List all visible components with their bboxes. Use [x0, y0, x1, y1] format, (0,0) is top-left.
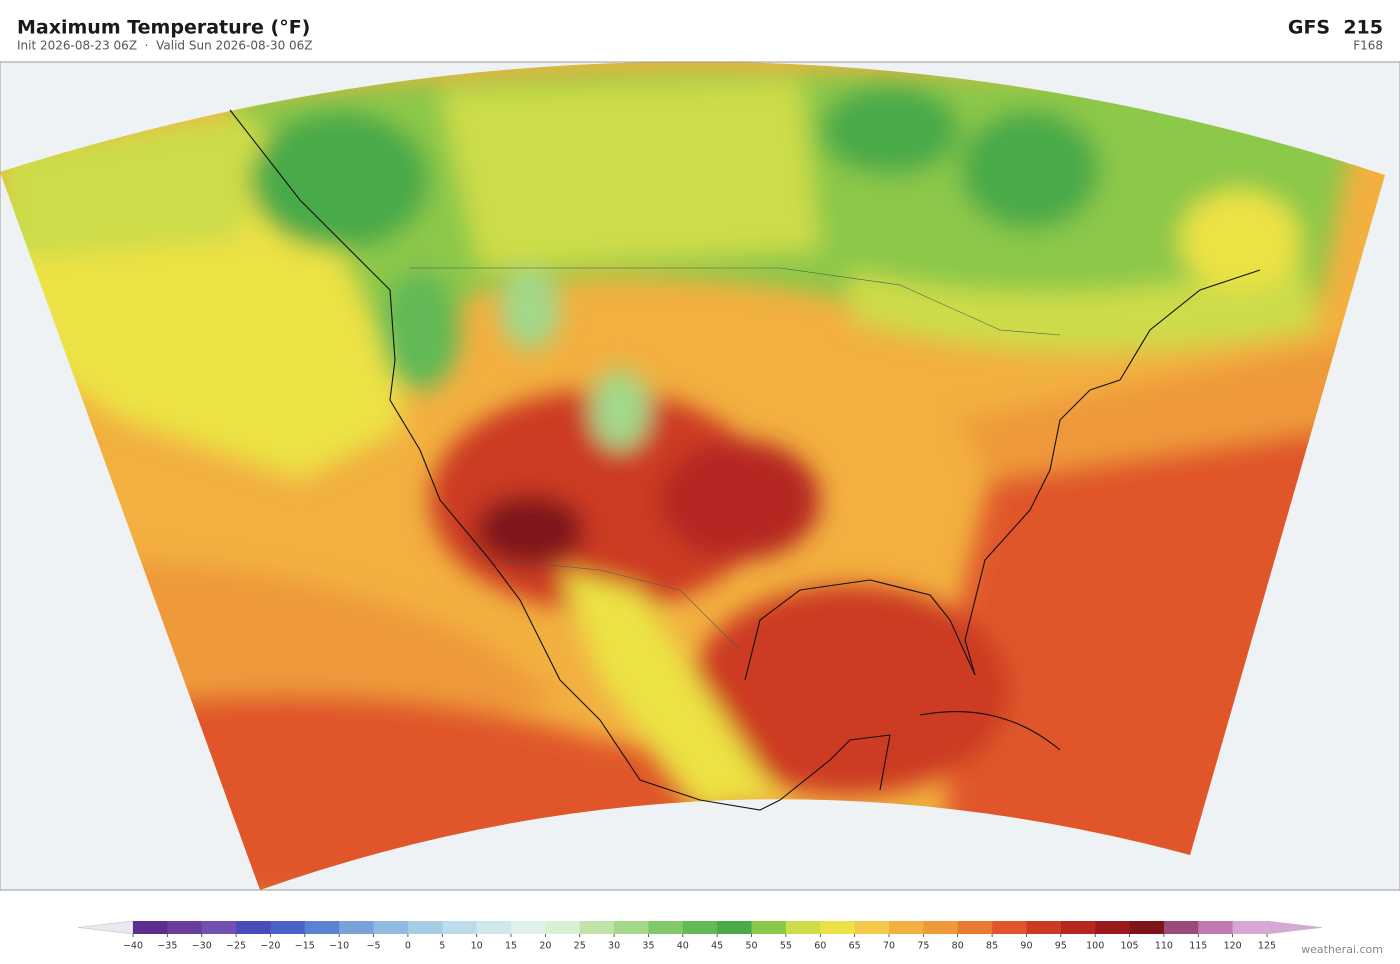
colorbar-over [1266, 920, 1323, 935]
colorbar-tick-label: 75 [917, 941, 929, 952]
colorbar-tick-label: 105 [1120, 941, 1138, 952]
colorbar-segment [648, 921, 684, 934]
colorbar-tick-label: −30 [192, 941, 212, 952]
colorbar-tick-label: −40 [123, 941, 143, 952]
colorbar-tick-label: 80 [952, 941, 964, 952]
colorbar-segment [957, 921, 993, 934]
colorbar-segment [236, 921, 271, 934]
borders [410, 267, 1061, 651]
colorbar-segment [545, 921, 581, 934]
colorbar-segment [270, 921, 306, 934]
map [0, 62, 1400, 890]
colorbar-segment [682, 921, 718, 934]
colorbar-tick-label: 35 [642, 941, 654, 952]
colorbar-segment [304, 921, 340, 934]
colorbar-tick-label: 20 [539, 941, 551, 952]
coastlines [229, 109, 1261, 811]
colorbar-segment [1232, 921, 1268, 934]
colorbar-tick-label: 40 [677, 941, 689, 952]
colorbar-segment [820, 921, 855, 934]
colorbar-segment [785, 921, 821, 934]
colorbar-segment [511, 921, 546, 934]
colorbar-tick-label: −20 [260, 941, 280, 952]
colorbar-tick-label: 95 [1055, 941, 1067, 952]
colorbar-tick-label: 15 [505, 941, 517, 952]
temperature-field [0, 62, 1385, 890]
colorbar-segment [579, 921, 615, 934]
colorbar-tick-label: 100 [1086, 941, 1104, 952]
colorbar-segment [1129, 921, 1165, 934]
colorbar-segment [442, 921, 477, 934]
colorbar-segment [1163, 921, 1199, 934]
colorbar-tick-label: 70 [883, 941, 895, 952]
colorbar-tick-label: 60 [814, 941, 826, 952]
colorbar-segment [167, 921, 203, 934]
colorbar-segment [476, 921, 512, 934]
colorbar-under [77, 920, 134, 935]
colorbar-tick-label: 85 [986, 941, 998, 952]
colorbar-tick-label: 45 [711, 941, 723, 952]
colorbar: −40 −35 −30 −25 −20 −15 −10 −5 0 5 10 15 20 25 30 35 40 4… [77, 920, 1323, 952]
colorbar-segment [1198, 921, 1233, 934]
colorbar-tick-label: −15 [295, 941, 315, 952]
colorbar-tick-label: 120 [1224, 941, 1242, 952]
colorbar-segment [751, 921, 787, 934]
colorbar-segment [614, 921, 649, 934]
colorbar-segment [1060, 921, 1096, 934]
colorbar-tick-label: 10 [471, 941, 483, 952]
colorbar-segment [1026, 921, 1062, 934]
colorbar-segment [717, 921, 752, 934]
colorbar-tick-label: 30 [608, 941, 620, 952]
credit: weatherai.com [1301, 943, 1383, 956]
colorbar-segment [992, 921, 1027, 934]
colorbar-segment [133, 921, 168, 934]
colorbar-tick-label: −25 [226, 941, 246, 952]
title: Maximum Temperature (°F) [17, 17, 310, 39]
colorbar-tick-label: 5 [439, 941, 445, 952]
colorbar-segment [923, 921, 959, 934]
colorbar-tick-label: 55 [780, 941, 792, 952]
model: GFS 215 [1288, 17, 1383, 39]
colorbar-tick-label: 90 [1020, 941, 1032, 952]
colorbar-segment [407, 921, 443, 934]
colorbar-tick-label: −5 [367, 941, 381, 952]
colorbar-segment [339, 921, 374, 934]
colorbar-tick-label: −10 [329, 941, 349, 952]
colorbar-tick-label: 0 [405, 941, 411, 952]
colorbar-segment [854, 921, 890, 934]
colorbar-segment [373, 921, 409, 934]
colorbar-tick-label: 50 [745, 941, 757, 952]
colorbar-tick-label: 115 [1189, 941, 1207, 952]
colorbar-segment [201, 921, 237, 934]
colorbar-tick-label: 110 [1155, 941, 1173, 952]
subtitle: Init 2026-08-23 06Z · Valid Sun 2026-08-… [17, 39, 313, 53]
colorbar-tick-label: 65 [849, 941, 861, 952]
colorbar-tick-label: 125 [1258, 941, 1276, 952]
colorbar-tick-label: −35 [157, 941, 177, 952]
colorbar-segment [889, 921, 924, 934]
map-frame [0, 61, 1400, 891]
colorbar-segment [1095, 921, 1130, 934]
forecast-hour: F168 [1353, 39, 1383, 53]
colorbar-tick-label: 25 [574, 941, 586, 952]
